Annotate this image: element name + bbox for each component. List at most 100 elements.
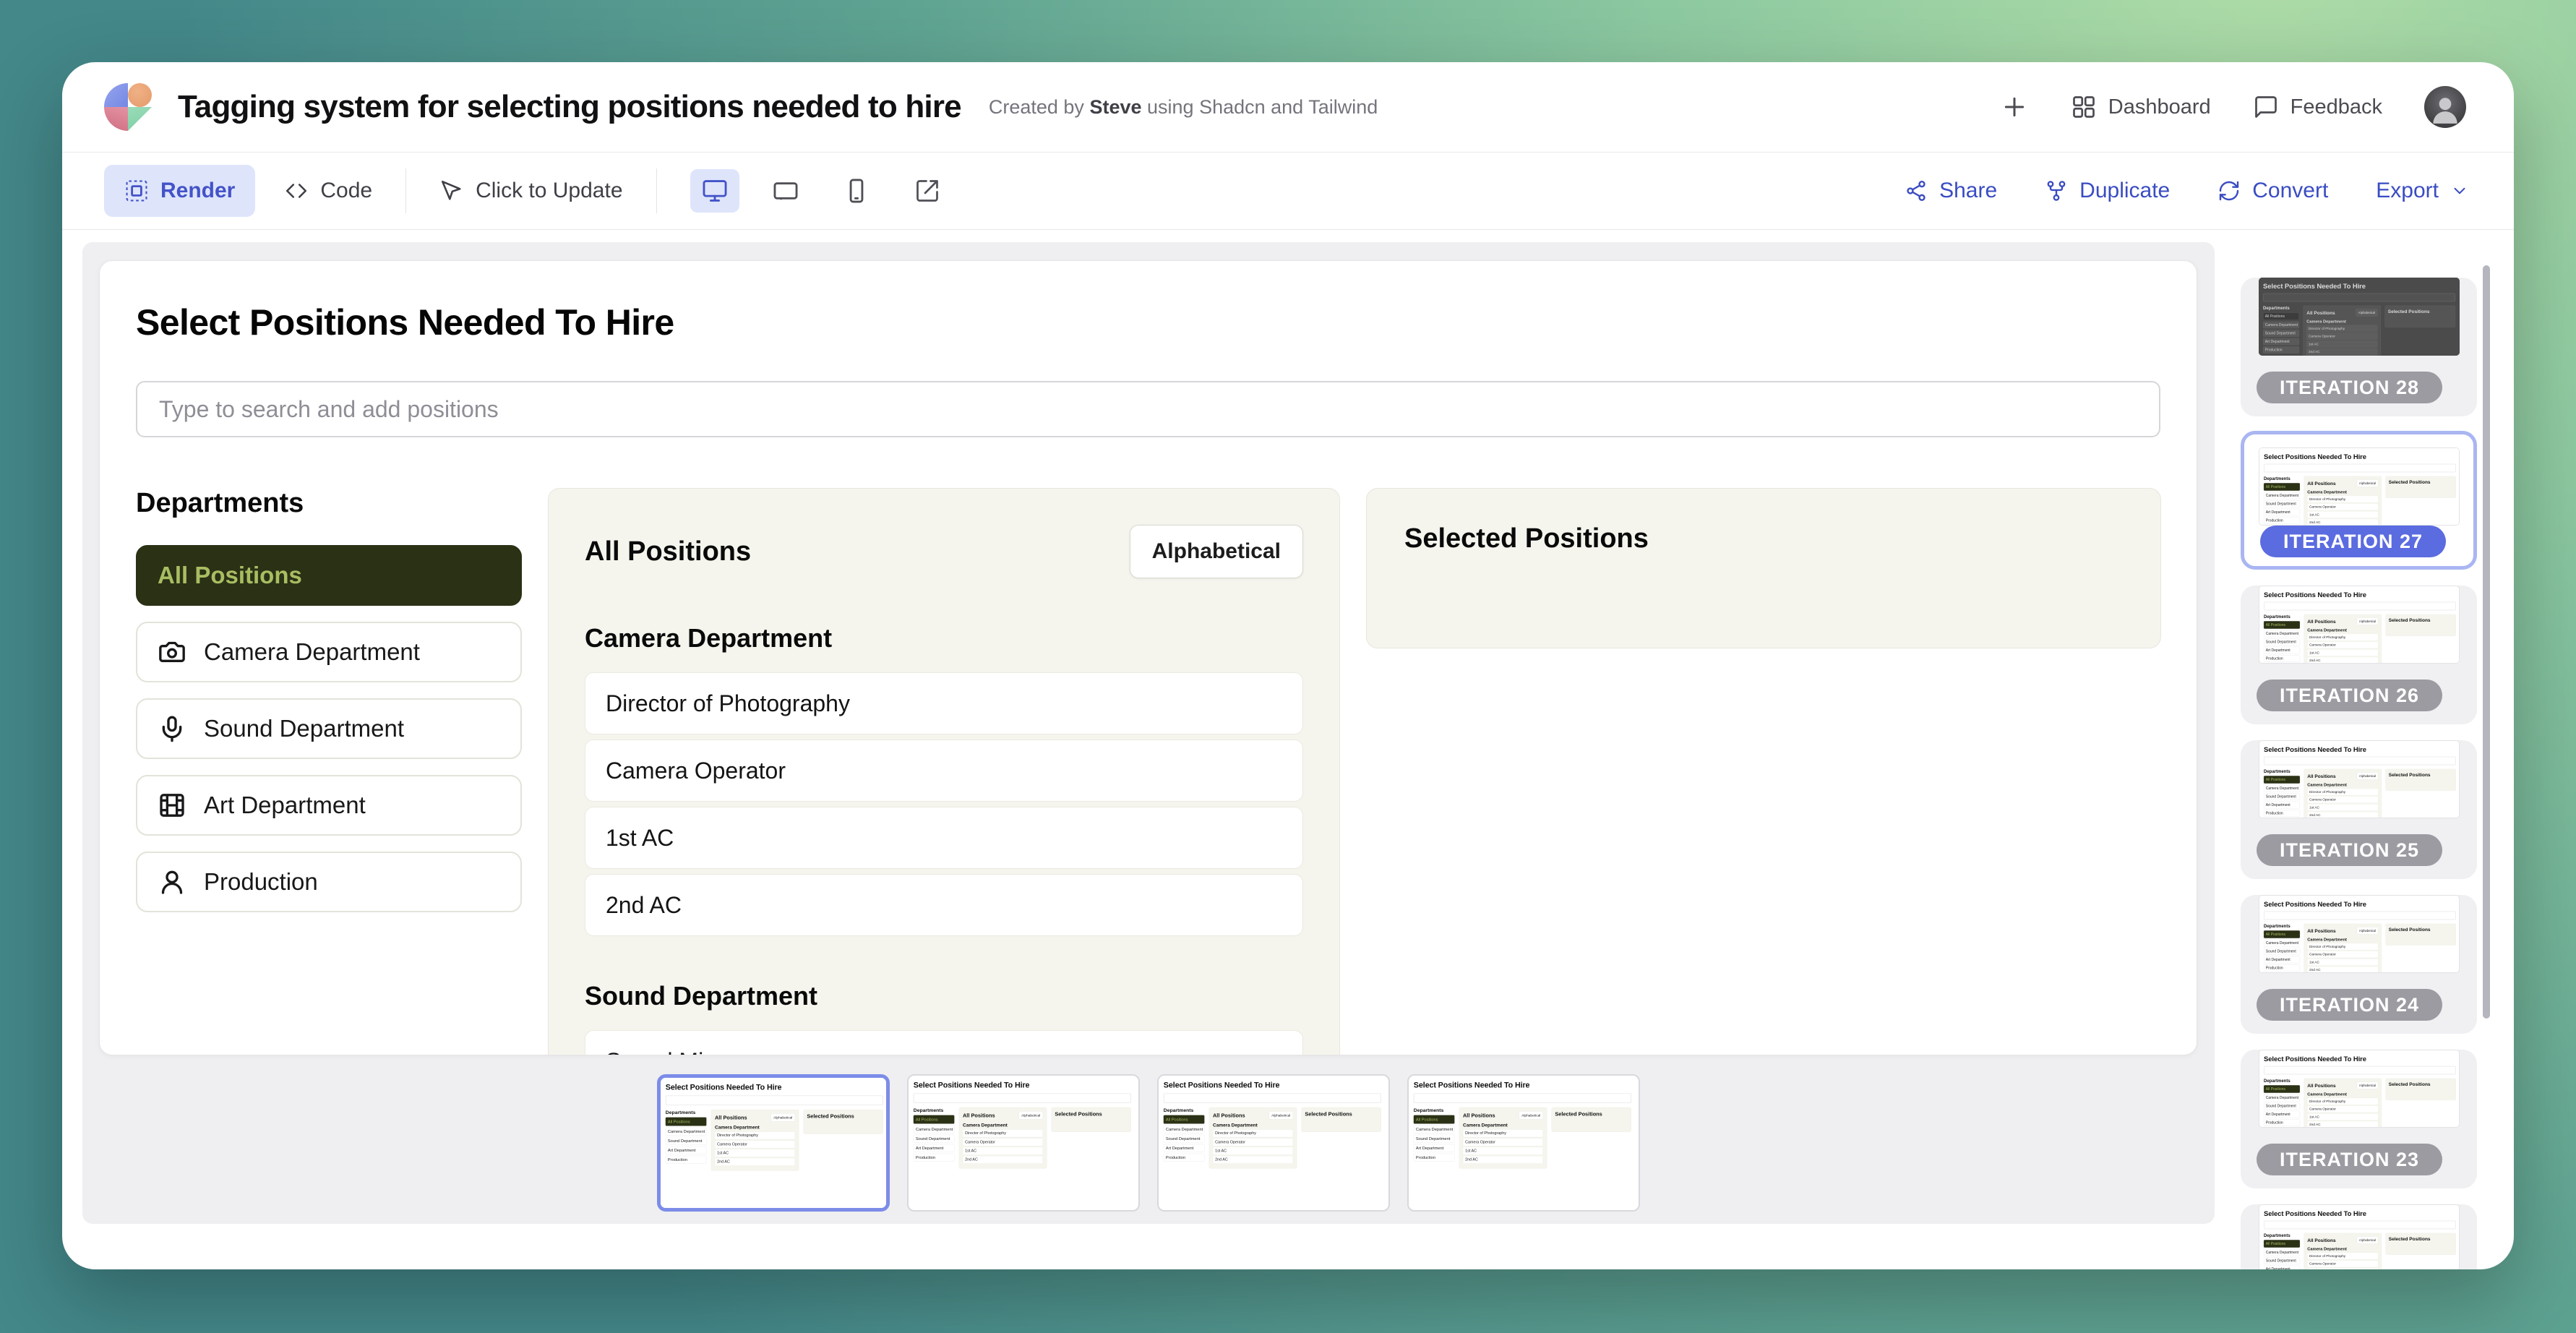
- position-row[interactable]: 2nd AC: [585, 874, 1303, 936]
- mini-position-row: Camera Operator: [1212, 1138, 1293, 1146]
- mini-departments: Departments All Positions Camera Departme…: [913, 1107, 955, 1163]
- toolbar: Render Code Click to Update: [62, 153, 2514, 230]
- feedback-button[interactable]: Feedback: [2253, 94, 2382, 120]
- iteration-card[interactable]: Select Positions Needed To Hire Departme…: [2241, 895, 2477, 1034]
- code-icon: [286, 184, 307, 198]
- export-button[interactable]: Export: [2376, 179, 2469, 203]
- mini-heading: Select Positions Needed To Hire: [2263, 900, 2366, 909]
- duplicate-label: Duplicate: [2079, 179, 2171, 202]
- duplicate-button[interactable]: Duplicate: [2045, 179, 2170, 203]
- iteration-card[interactable]: Select Positions Needed To Hire Departme…: [2241, 278, 2477, 416]
- click-to-update-button[interactable]: Click to Update: [439, 179, 623, 203]
- mini-department-button: Production: [913, 1153, 955, 1162]
- department-button[interactable]: All Positions: [136, 545, 522, 606]
- position-row[interactable]: Director of Photography: [585, 672, 1303, 734]
- mini-selected-heading: Selected Positions: [1305, 1110, 1352, 1118]
- position-group-heading: Sound Department: [585, 981, 818, 1011]
- carousel-thumbnail[interactable]: Select Positions Needed To Hire Departme…: [1407, 1074, 1640, 1212]
- mini-app-mockup: Select Positions Needed To Hire Departme…: [2259, 1050, 2459, 1127]
- mini-positions-panel: All Positions Alphabetical Camera Depart…: [958, 1107, 1047, 1169]
- position-row[interactable]: Camera Operator: [585, 740, 1303, 802]
- all-positions-panel: All Positions Alphabetical Camera Depart…: [548, 488, 1340, 1055]
- mini-department-button: Art Department: [1413, 1144, 1455, 1152]
- mini-positions-heading: All Positions: [2306, 1237, 2336, 1243]
- fork-icon: [2047, 181, 2066, 201]
- mini-positions-heading: All Positions: [2306, 1082, 2336, 1089]
- mobile-view-button[interactable]: [832, 169, 881, 213]
- magic-patterns-logo[interactable]: [104, 83, 152, 131]
- code-tab[interactable]: Code: [284, 179, 372, 203]
- mini-sort-button: Alphabetical: [1268, 1111, 1293, 1120]
- mini-positions-heading: All Positions: [2306, 927, 2336, 934]
- mini-app-mockup: Select Positions Needed To Hire Departme…: [661, 1078, 886, 1208]
- feedback-bubble-icon: [2254, 96, 2277, 118]
- mini-department-button: Production: [2262, 346, 2299, 353]
- mini-position-row: 1st AC: [2306, 1268, 2378, 1269]
- convert-button[interactable]: Convert: [2217, 179, 2328, 203]
- position-row[interactable]: Sound Mixer: [585, 1030, 1303, 1055]
- position-row[interactable]: 1st AC: [585, 807, 1303, 869]
- render-tab[interactable]: Render: [104, 165, 256, 217]
- mini-heading: Select Positions Needed To Hire: [2263, 1055, 2366, 1063]
- mini-department-button: All Positions: [1413, 1115, 1455, 1124]
- mini-app-mockup: Select Positions Needed To Hire Departme…: [2258, 278, 2460, 356]
- mic-icon: [158, 714, 186, 743]
- iteration-thumbnail: Select Positions Needed To Hire Departme…: [2258, 895, 2460, 973]
- dashboard-grid-icon: [2072, 96, 2095, 118]
- sort-alphabetical-button[interactable]: Alphabetical: [1129, 525, 1303, 578]
- iteration-card[interactable]: Select Positions Needed To Hire Departme…: [2241, 586, 2477, 724]
- app-columns: Departments All Positions Camera Departme…: [136, 488, 2161, 1055]
- mini-position-row: 2nd AC: [714, 1157, 795, 1166]
- mini-positions-panel: All Positions Alphabetical Camera Depart…: [2303, 305, 2381, 356]
- carousel-thumbnail-selected[interactable]: Select Positions Needed To Hire Departme…: [657, 1074, 890, 1212]
- desktop-view-button[interactable]: [690, 169, 739, 213]
- mini-selected-panel: Selected Positions: [2385, 768, 2456, 791]
- mini-department-button: Art Department: [2263, 1265, 2300, 1269]
- position-search-input[interactable]: [136, 381, 2160, 437]
- mini-positions-panel: All Positions Alphabetical Camera Depart…: [710, 1109, 799, 1171]
- dashboard-button[interactable]: Dashboard: [2071, 94, 2211, 120]
- department-button[interactable]: Art Department: [136, 775, 522, 836]
- mini-app-mockup: Select Positions Needed To Hire Departme…: [1409, 1076, 1636, 1207]
- mini-position-row: Camera Operator: [962, 1138, 1043, 1146]
- mini-position-row: Director of Photography: [2306, 325, 2377, 333]
- iteration-label: ITERATION 23: [2257, 1144, 2443, 1175]
- mini-group-heading: Camera Department: [1462, 1122, 1508, 1128]
- mini-sort-button: Alphabetical: [770, 1113, 795, 1122]
- carousel-thumbnail[interactable]: Select Positions Needed To Hire Departme…: [907, 1074, 1140, 1212]
- iteration-card[interactable]: Select Positions Needed To Hire Departme…: [2241, 1050, 2477, 1188]
- share-button[interactable]: Share: [1905, 179, 1997, 203]
- department-button[interactable]: Camera Department: [136, 622, 522, 682]
- feedback-label: Feedback: [2290, 95, 2382, 119]
- mini-positions-heading: All Positions: [2306, 773, 2336, 779]
- mini-departments-heading: Departments: [665, 1109, 696, 1115]
- mini-position-row: Camera Operator: [1462, 1138, 1543, 1146]
- mini-departments: Departments All Positions Camera Departme…: [2262, 306, 2299, 355]
- department-button[interactable]: Sound Department: [136, 698, 522, 759]
- mini-search-input: [2263, 911, 2456, 920]
- sidebar-scrollbar[interactable]: [2483, 265, 2490, 1019]
- mini-search-input: [1163, 1093, 1381, 1103]
- tablet-view-button[interactable]: [761, 169, 810, 213]
- mini-position-row: Director of Photography: [2306, 788, 2378, 796]
- iteration-card[interactable]: Select Positions Needed To Hire Departme…: [2241, 1204, 2477, 1269]
- open-preview-button[interactable]: [903, 169, 952, 213]
- iteration-card[interactable]: Select Positions Needed To Hire Departme…: [2241, 740, 2477, 879]
- new-project-button[interactable]: [2000, 93, 2029, 121]
- carousel-thumbnail[interactable]: Select Positions Needed To Hire Departme…: [1157, 1074, 1390, 1212]
- mini-department-button: All Positions: [2263, 1085, 2300, 1093]
- mini-selected-heading: Selected Positions: [2388, 479, 2431, 485]
- mini-app-mockup: Select Positions Needed To Hire Departme…: [2259, 586, 2459, 663]
- mini-selected-heading: Selected Positions: [807, 1113, 854, 1120]
- mini-department-button: Sound Department: [2263, 638, 2300, 646]
- mini-department-button: Art Department: [665, 1146, 707, 1154]
- department-button[interactable]: Production: [136, 852, 522, 912]
- iteration-card[interactable]: Select Positions Needed To Hire Departme…: [2241, 431, 2477, 570]
- monitor-icon: [703, 180, 726, 202]
- user-avatar[interactable]: [2424, 86, 2466, 128]
- iteration-thumbnail: Select Positions Needed To Hire Departme…: [2258, 586, 2460, 664]
- logo-shape: [104, 83, 128, 107]
- mini-department-button: Camera Department: [2263, 630, 2300, 638]
- mini-department-button: Art Department: [913, 1144, 955, 1152]
- project-title: Tagging system for selecting positions n…: [178, 89, 962, 124]
